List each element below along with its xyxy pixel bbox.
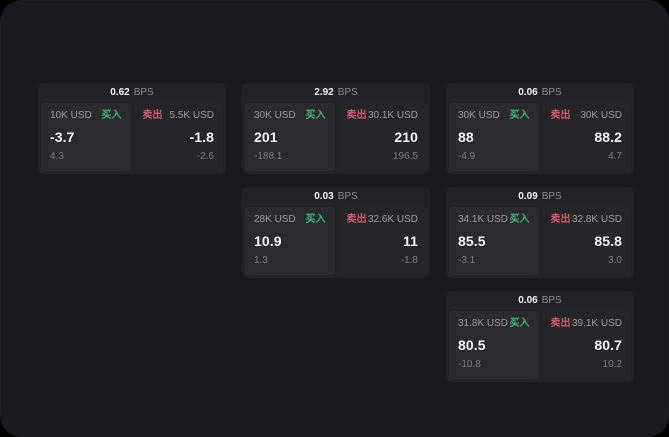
quote-card: 0.09 BPS 34.1K USD 买入 85.5 -3.1 卖出 32.8K… [446,187,634,278]
sell-price: -1.8 [189,128,214,145]
sell-amount: 32.6K USD [367,214,418,225]
bps-header: 0.62 BPS [41,83,223,103]
sell-price: 80.7 [594,336,622,353]
sell-price: 11 [403,232,418,249]
sell-panel[interactable]: 卖出 30K USD 88.2 4.7 [541,103,631,171]
buy-panel[interactable]: 10K USD 买入 -3.7 4.3 [41,103,131,171]
sell-panel[interactable]: 卖出 30.1K USD 210 196.5 [337,103,427,171]
buy-side-label: 买入 [509,214,530,225]
buy-panel[interactable]: 30K USD 买入 88 -4.9 [449,103,539,171]
bps-value: 2.92 [314,87,334,98]
buy-amount: 30K USD [458,110,500,121]
bps-unit-label: BPS [337,87,358,98]
bps-value: 0.06 [518,87,538,98]
bps-header: 0.09 BPS [449,187,631,207]
buy-amount: 31.8K USD [458,318,509,329]
sell-amount: 5.5K USD [169,110,214,121]
sell-amount: 39.1K USD [571,318,622,329]
bps-value: 0.06 [518,295,538,306]
buy-panel[interactable]: 31.8K USD 买入 80.5 -10.8 [449,311,539,379]
quote-card: 0.06 BPS 30K USD 买入 88 -4.9 卖出 30K USD 8… [446,83,634,174]
sell-delta: -2.6 [196,151,214,162]
buy-side-label: 买入 [509,318,530,329]
quote-card: 0.03 BPS 28K USD 买入 10.9 1.3 卖出 32.6K US… [242,187,430,278]
sell-delta: 4.7 [608,151,622,162]
bps-value: 0.62 [110,87,130,98]
bps-unit-label: BPS [541,87,562,98]
buy-delta: -4.9 [458,151,476,162]
buy-price: 88 [458,128,474,145]
sell-side-label: 卖出 [142,110,163,121]
sell-amount: 30.1K USD [367,110,418,121]
buy-panel[interactable]: 34.1K USD 买入 85.5 -3.1 [449,207,539,275]
buy-price: -3.7 [50,128,75,145]
sell-panel[interactable]: 卖出 32.6K USD 11 -1.8 [337,207,427,275]
buy-panel[interactable]: 30K USD 买入 201 -188.1 [245,103,335,171]
buy-delta: 1.3 [254,255,268,266]
buy-side-label: 买入 [101,110,122,121]
sell-side-label: 卖出 [550,318,571,329]
buy-amount: 30K USD [254,110,296,121]
bps-value: 0.03 [314,191,334,202]
buy-amount: 34.1K USD [458,214,509,225]
buy-side-label: 买入 [305,214,326,225]
sell-side-label: 卖出 [346,214,367,225]
sell-delta: 3.0 [608,255,622,266]
bps-header: 0.06 BPS [449,291,631,311]
buy-amount: 28K USD [254,214,296,225]
bps-unit-label: BPS [541,295,562,306]
sell-price: 210 [394,128,418,145]
sell-delta: 10.2 [602,359,622,370]
buy-panel[interactable]: 28K USD 买入 10.9 1.3 [245,207,335,275]
sell-price: 88.2 [594,128,622,145]
buy-delta: -3.1 [458,255,476,266]
sell-delta: 196.5 [392,151,418,162]
bps-header: 0.06 BPS [449,83,631,103]
sell-side-label: 卖出 [346,110,367,121]
quote-card: 2.92 BPS 30K USD 买入 201 -188.1 卖出 30.1K … [242,83,430,174]
buy-amount: 10K USD [50,110,92,121]
buy-side-label: 买入 [509,110,530,121]
sell-delta: -1.8 [400,255,418,266]
bps-unit-label: BPS [337,191,358,202]
buy-price: 80.5 [458,336,486,353]
buy-price: 201 [254,128,278,145]
bps-header: 2.92 BPS [245,83,427,103]
bps-header: 0.03 BPS [245,187,427,207]
bps-value: 0.09 [518,191,538,202]
buy-price: 10.9 [254,232,282,249]
bps-unit-label: BPS [541,191,562,202]
sell-price: 85.8 [594,232,622,249]
sell-panel[interactable]: 卖出 5.5K USD -1.8 -2.6 [133,103,223,171]
buy-delta: -10.8 [458,359,481,370]
bps-unit-label: BPS [133,87,154,98]
quote-card: 0.06 BPS 31.8K USD 买入 80.5 -10.8 卖出 39.1… [446,291,634,382]
buy-price: 85.5 [458,232,486,249]
quote-card: 0.62 BPS 10K USD 买入 -3.7 4.3 卖出 5.5K USD… [38,83,226,174]
sell-amount: 30K USD [580,110,622,121]
sell-panel[interactable]: 卖出 32.8K USD 85.8 3.0 [541,207,631,275]
sell-amount: 32.8K USD [571,214,622,225]
sell-side-label: 卖出 [550,110,571,121]
buy-delta: 4.3 [50,151,64,162]
sell-panel[interactable]: 卖出 39.1K USD 80.7 10.2 [541,311,631,379]
buy-side-label: 买入 [305,110,326,121]
sell-side-label: 卖出 [550,214,571,225]
buy-delta: -188.1 [254,151,283,162]
